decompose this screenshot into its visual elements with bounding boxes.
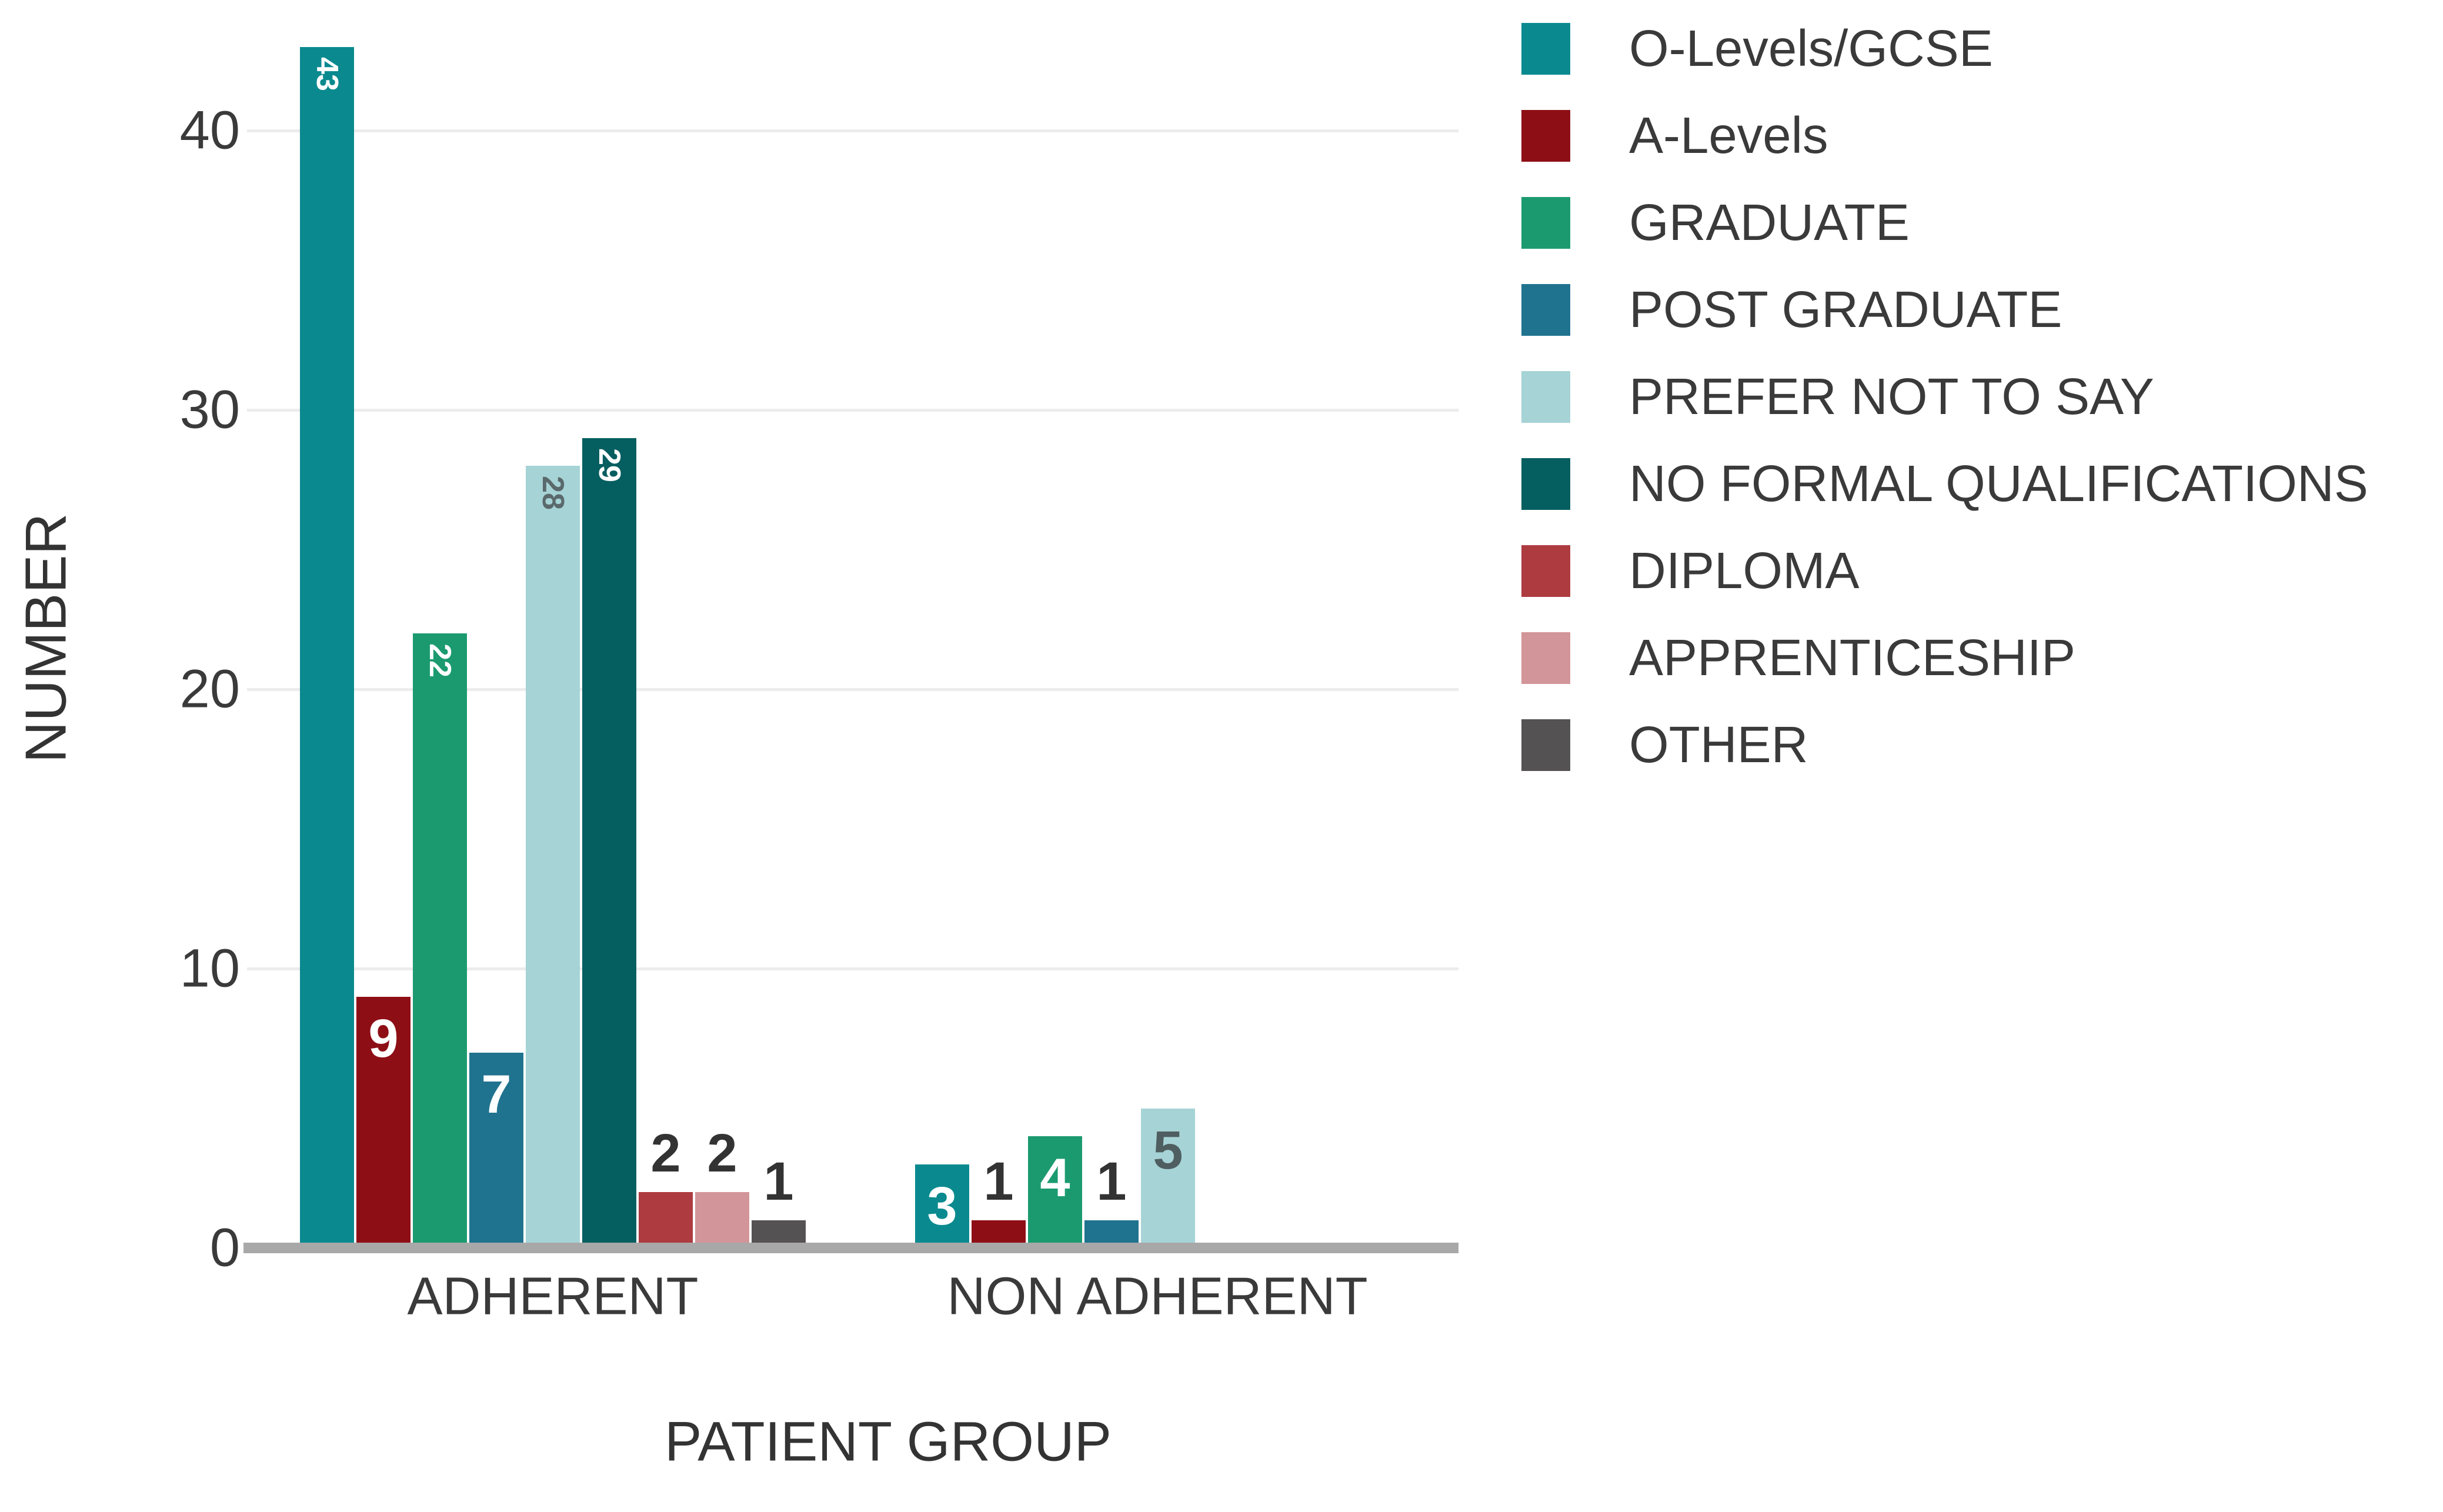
x-tick-label: ADHERENT [407,1267,699,1326]
bar-value-label: 3 [927,1176,957,1236]
bar-value-label: 1 [763,1151,794,1211]
bar[interactable] [526,466,580,1248]
legend-swatch [1521,632,1570,684]
legend-item[interactable]: APPRENTICESHIP [1521,629,2075,687]
bar-value-label: 28 [536,476,570,510]
bar-value-label: 2 [707,1123,737,1183]
gridline [247,688,1459,691]
legend-item[interactable]: A-Levels [1521,106,1828,165]
legend-swatch [1521,719,1570,771]
bar[interactable] [300,46,354,1248]
legend-swatch [1521,110,1570,162]
bar[interactable] [356,996,410,1248]
bar-value-label: 43 [310,56,344,91]
bar[interactable] [1028,1136,1082,1248]
legend-item[interactable]: PREFER NOT TO SAY [1521,368,2154,426]
legend-item[interactable]: O-Levels/GCSE [1521,19,1993,78]
legend-label: O-Levels/GCSE [1629,20,1993,77]
legend-label: NO FORMAL QUALIFICATIONS [1629,455,2368,512]
bar[interactable] [413,633,467,1248]
legend-swatch [1521,371,1570,423]
y-tick-label: 20 [179,659,240,719]
legend-item[interactable]: POST GRADUATE [1521,281,2062,339]
bar-value-label: 4 [1040,1148,1070,1208]
x-axis-line [243,1243,1459,1253]
legend-item[interactable]: OTHER [1521,716,1808,775]
bar-value-label: 1 [1096,1151,1127,1211]
bar-value-label: 1 [983,1151,1014,1211]
legend-swatch [1521,197,1570,249]
y-tick-label: 10 [179,938,240,999]
legend-swatch [1521,545,1570,597]
legend-item[interactable]: NO FORMAL QUALIFICATIONS [1521,455,2368,513]
legend-label: PREFER NOT TO SAY [1629,368,2154,425]
legend-swatch [1521,23,1570,75]
legend-item[interactable]: DIPLOMA [1521,542,1860,600]
bar-value-label: 22 [423,643,457,677]
bar[interactable] [582,438,636,1248]
y-tick-label: 0 [209,1217,240,1278]
bar-value-label: 2 [650,1123,681,1183]
legend-label: A-Levels [1629,107,1828,164]
bar[interactable] [1141,1108,1195,1248]
legend-label: GRADUATE [1629,194,1910,251]
gridline [247,967,1459,970]
bar-value-label: 7 [481,1064,512,1124]
bar-value-label: 29 [592,448,626,482]
legend-label: DIPLOMA [1629,542,1860,599]
bar[interactable] [915,1164,969,1248]
legend-label: POST GRADUATE [1629,281,2062,338]
bar[interactable] [639,1192,693,1248]
gridline [247,409,1459,412]
bar-value-label: 9 [368,1008,399,1069]
y-tick-label: 30 [179,379,240,440]
bar[interactable] [695,1192,749,1248]
bar[interactable] [469,1052,523,1248]
x-tick-label: NON ADHERENT [947,1267,1368,1326]
bar-value-label: 5 [1153,1120,1183,1180]
gridline [247,129,1459,132]
legend-label: OTHER [1629,716,1808,773]
legend-label: APPRENTICESHIP [1629,629,2075,686]
y-tick-label: 40 [179,100,240,161]
y-axis-title: NUMBER [13,513,78,763]
legend-swatch [1521,284,1570,336]
legend-item[interactable]: GRADUATE [1521,193,1910,252]
x-axis-title: PATIENT GROUP [664,1410,1112,1473]
legend-swatch [1521,458,1570,510]
